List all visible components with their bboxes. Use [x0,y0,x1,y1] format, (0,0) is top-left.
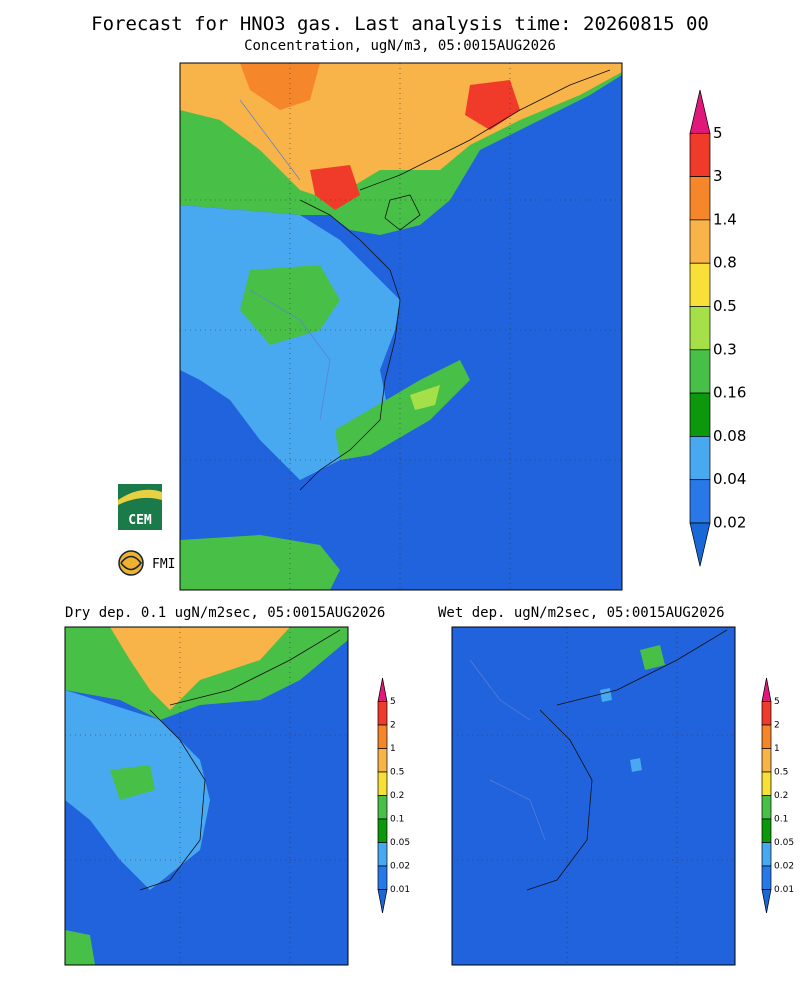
colorbar-segment [377,748,388,773]
colorbar-segment [377,771,388,796]
colorbar-label: 5 [390,697,396,707]
colorbar-top [689,89,711,134]
colorbar-label: 5 [774,697,780,707]
colorbar-label: 0.05 [774,838,794,848]
colorbar-label: 0.04 [713,470,746,488]
colorbar-segment [377,795,388,820]
colorbar-label: 0.05 [390,838,410,848]
colorbar-segment [761,865,772,890]
colorbar-label: 0.8 [713,254,737,272]
wet-frame [451,626,736,966]
colorbar-label: 0.2 [774,791,788,801]
colorbar-label: 3 [713,167,723,185]
cem-logo: CEM [118,484,162,530]
colorbar-segment [377,865,388,890]
colorbar-label: 1 [774,744,780,754]
colorbar-segment [377,842,388,867]
colorbar-segment [761,795,772,820]
colorbar-segment [689,132,711,177]
wet-title: Wet dep. ugN/m2sec, 05:0015AUG2026 [438,605,725,621]
colorbar-top [761,677,772,702]
colorbar-label: 0.02 [390,862,410,872]
dry-map [65,627,348,965]
colorbar-segment [761,771,772,796]
colorbar-label: 0.5 [390,768,404,778]
colorbar-segment [689,306,711,351]
colorbar-segment [689,349,711,394]
colorbar-segment [761,818,772,843]
colorbar-label: 0.01 [774,885,794,895]
colorbar-label: 1.4 [713,210,737,228]
colorbar-label: 2 [390,721,396,731]
colorbar-bottom [761,889,772,914]
colorbar-segment [761,748,772,773]
fmi-label: FMI [152,557,175,572]
main-map [180,63,622,590]
colorbar-segment [689,479,711,524]
colorbar-segment [689,262,711,307]
colorbar-bottom [377,889,388,914]
dry-title: Dry dep. 0.1 ugN/m2sec, 05:0015AUG2026 [65,605,385,621]
colorbar-label: 0.5 [774,768,788,778]
colorbar-segment [689,392,711,437]
fmi-logo: FMI [118,550,175,576]
colorbar-label: 0.01 [390,885,410,895]
colorbar-segment [761,701,772,726]
colorbar-label: 1 [390,744,396,754]
cem-label: CEM [128,513,152,528]
colorbar-segment [761,724,772,749]
colorbar-label: 0.02 [713,514,746,532]
colorbar-label: 0.16 [713,384,746,402]
colorbar-label: 0.1 [774,815,788,825]
colorbar-label: 0.2 [390,791,404,801]
colorbar-segment [761,842,772,867]
colorbar-label: 0.5 [713,297,737,315]
colorbar-segment [689,176,711,221]
title: Forecast for HNO3 gas. Last analysis tim… [91,13,709,35]
colorbar-segment [377,701,388,726]
wet-map [452,627,735,965]
colorbar-top [377,677,388,702]
colorbar-label: 0.1 [390,815,404,825]
colorbar-segment [689,219,711,264]
dry-frame [64,626,349,966]
colorbar-segment [377,818,388,843]
colorbar-label: 0.08 [713,427,746,445]
colorbar-segment [377,724,388,749]
colorbar-bottom [689,522,711,567]
colorbar-label: 0.02 [774,862,794,872]
colorbar-label: 0.3 [713,340,737,358]
colorbar-label: 2 [774,721,780,731]
map-frame [179,62,623,591]
subtitle: Concentration, ugN/m3, 05:0015AUG2026 [244,38,556,54]
colorbar-segment [689,436,711,481]
colorbar-label: 5 [713,124,723,142]
